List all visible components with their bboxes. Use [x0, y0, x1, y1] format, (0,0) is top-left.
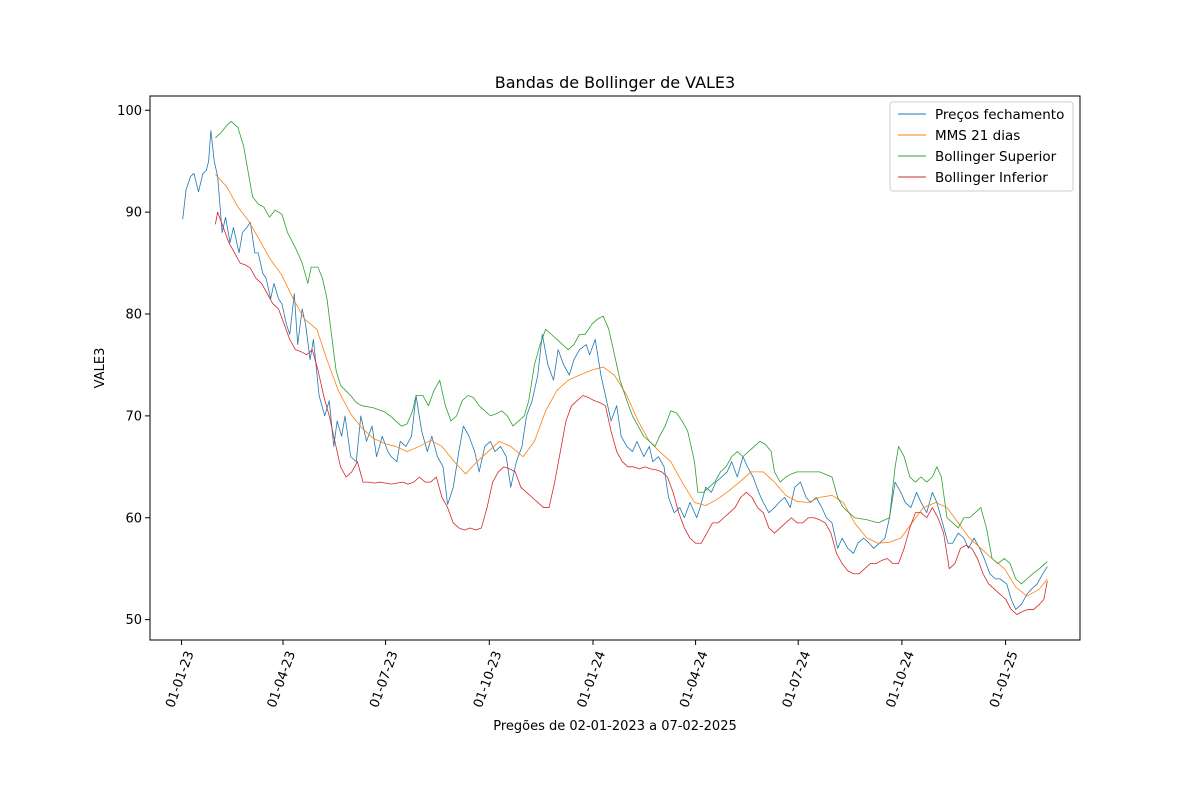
legend-label: Bollinger Superior: [935, 149, 1057, 165]
series-line-2: [215, 174, 1048, 597]
legend-label: MMS 21 dias: [935, 128, 1020, 144]
series-line-4: [214, 211, 1048, 615]
series-line-3: [215, 121, 1048, 585]
legend-label: Bollinger Inferior: [935, 170, 1048, 186]
y-tick-label: 90: [125, 206, 142, 221]
legend-label: Preços fechamento: [935, 107, 1064, 123]
y-tick-label: 60: [125, 511, 142, 526]
legend-box: [889, 101, 1074, 192]
y-tick-label: 70: [125, 409, 142, 424]
y-tick-label: 50: [125, 613, 142, 628]
y-axis-label: VALE3: [93, 348, 108, 389]
y-tick-label: 100: [117, 104, 142, 119]
chart-title: Bandas de Bollinger de VALE3: [495, 73, 735, 92]
plot-frame: [149, 95, 1081, 641]
x-axis-label: Pregões de 02-01-2023 a 07-02-2025: [493, 719, 737, 734]
legend: Preços fechamento MMS 21 dias Bollinger Su…: [889, 101, 1074, 192]
y-axis: 50 60 70 80 90 100: [117, 104, 150, 628]
y-tick-label: 80: [125, 308, 142, 323]
